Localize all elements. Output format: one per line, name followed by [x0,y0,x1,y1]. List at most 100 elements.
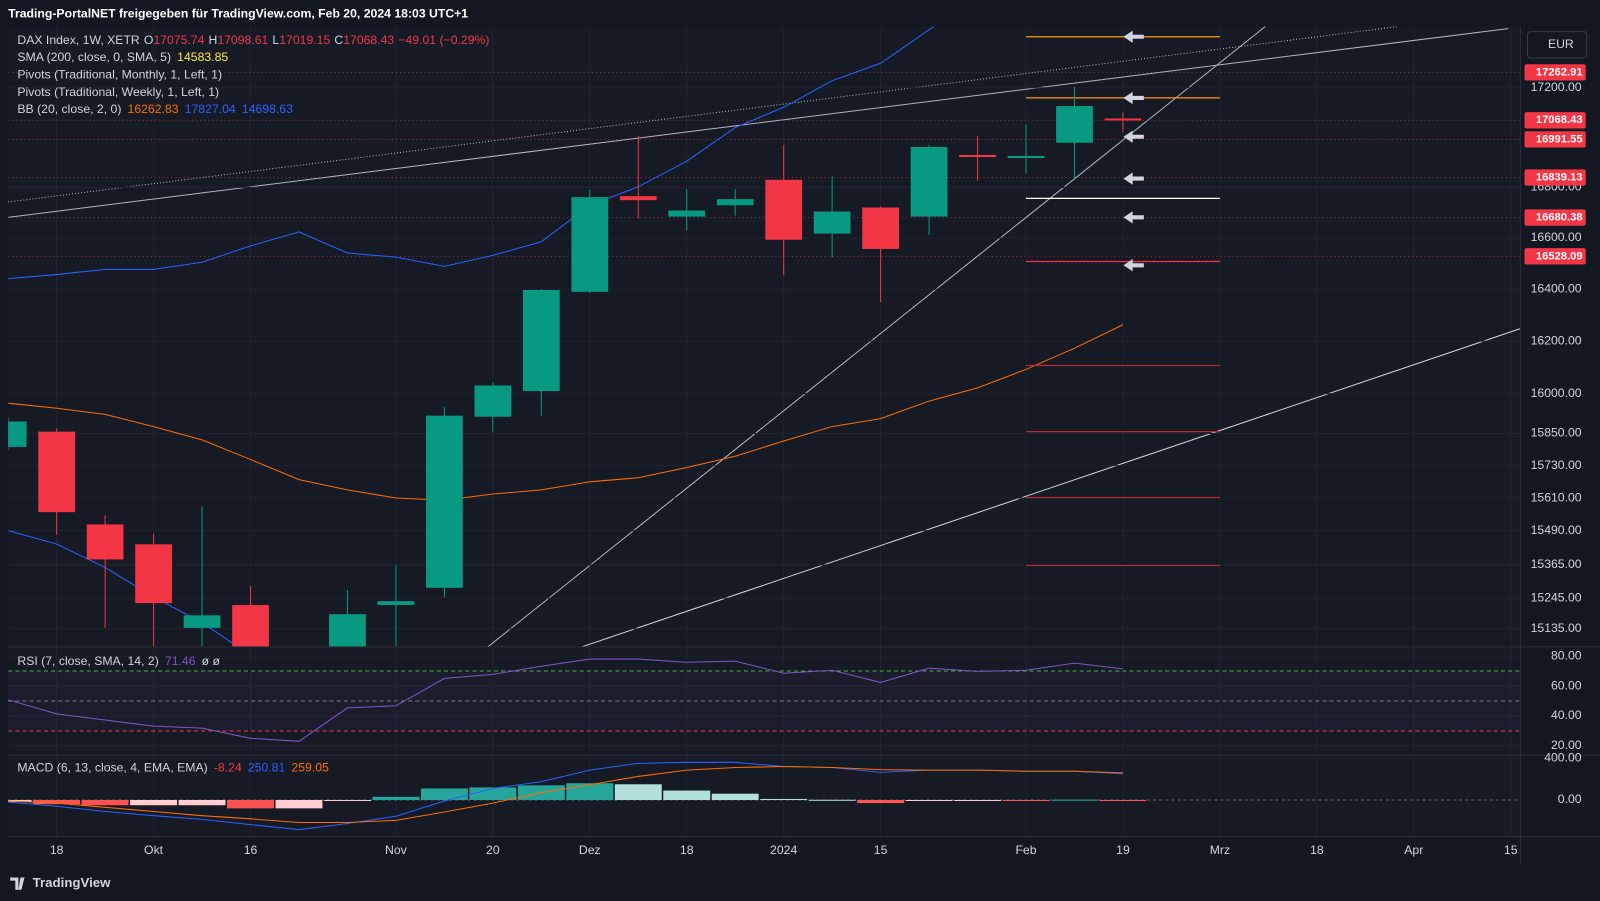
candle-body [571,197,609,292]
price-label-box [1524,64,1586,81]
y-tick-label: 16600.00 [1531,230,1582,244]
arrow [1123,259,1144,272]
indicator-legend: SMA (200, close, 0, SMA, 5) 14583.85 [17,50,228,64]
ohlc-letter: H [208,33,217,47]
y-tick-label: 0.00 [1558,792,1582,806]
x-tick-label: 20 [486,843,500,857]
histogram-bar [1051,799,1098,801]
histogram-bar [905,799,953,802]
price-label: 17068.43 [1536,114,1583,126]
price-label: 16528.09 [1536,250,1583,262]
histogram-bar [323,799,371,802]
candle-body [813,211,851,234]
y-tick-label: 80.00 [1551,648,1582,662]
x-tick-label: Okt [144,843,164,857]
indicator-value: 17827.04 [185,102,236,116]
macd-value: 259.05 [291,761,329,775]
histogram-bar [33,799,81,805]
main-pane [8,26,1521,647]
x-tick-label: 19 [1116,843,1130,857]
y-tick-label: 16200.00 [1531,333,1582,347]
rsi-value: 71.46 [165,654,196,668]
trend-line [581,328,1521,647]
histogram-bar [1002,799,1050,802]
header-title: Trading-PortalNET freigegeben für Tradin… [8,7,468,21]
candle-body [38,431,76,513]
histogram-bar [420,788,468,800]
candle-body [910,146,948,217]
candle-body [232,605,269,647]
y-tick-label: 40.00 [1551,708,1582,722]
candle-body [183,615,221,628]
rsi-line [8,658,1124,742]
ohlc-value: 17019.15 [279,33,330,47]
macd-value: -8.24 [214,761,242,775]
price-label-box [1524,131,1586,148]
arrow [1123,211,1144,224]
candle-body [862,207,899,249]
candle-body [522,290,560,392]
price-label-box [1524,112,1586,129]
macd-legend: MACD (6, 13, close, 4, EMA, EMA) -8.24 250… [17,761,329,775]
indicator-value: 14583.85 [177,50,228,64]
histogram-bar [1099,799,1147,802]
symbol: DAX Index, 1W, XETR [17,33,140,47]
candle-body [135,544,172,604]
legend: DAX Index, 1W, XETR O17075.74 H17098.61 L17… [17,33,489,47]
macd-value: 250.81 [248,761,286,775]
histogram-bar [227,799,274,809]
indicator-value: 14698.63 [242,102,293,116]
candle-body [765,179,803,240]
rsi-extra: ø ø [202,654,221,668]
candle-body [1104,118,1142,121]
bb-line [8,530,239,647]
x-tick-label: Dez [579,843,601,857]
indicator-label: Pivots (Traditional, Weekly, 1, Left, 1) [17,85,219,99]
y-tick-label: 17200.00 [1531,80,1582,94]
rsi-band-fill [8,671,1521,731]
indicator-legend: Pivots (Traditional, Weekly, 1, Left, 1) [17,85,219,99]
histogram-bar [178,799,226,806]
price-label: 16991.55 [1536,133,1583,145]
currency[interactable]: EUR [1548,37,1574,51]
arrow [1123,91,1144,105]
ohlc-letter: O [144,33,154,47]
price-label: 16680.38 [1536,212,1583,224]
candle-body [8,421,27,447]
ohlc-letter: L [272,33,279,47]
arrow [1123,172,1144,185]
y-tick-label: 15490.00 [1531,523,1582,537]
y-tick-label: 60.00 [1551,678,1582,692]
pivot-arrows [1123,30,1144,272]
histogram-bar [760,798,808,800]
arrow [1123,30,1144,43]
y-tick-label: 15850.00 [1531,426,1582,440]
trend-line [487,26,1266,647]
ohlc-value: 17068.43 [343,33,394,47]
macd-pane [8,757,1521,831]
ohlc-value: 17075.74 [153,33,204,47]
y-tick-label: 16400.00 [1531,281,1582,295]
trend-line [8,28,1509,218]
trend-line [8,26,1399,203]
bb-line [8,324,1124,501]
indicator-label: BB (20, close, 2, 0) [17,102,121,116]
x-tick-label: 18 [1310,843,1324,857]
histogram-bar [711,793,759,800]
price-label: 17262.91 [1536,66,1583,78]
bb-line [8,26,935,280]
y-tick-label: 16000.00 [1531,386,1582,400]
currency-box[interactable] [1527,31,1588,59]
candle-body [668,210,706,217]
x-tick-label: 16 [244,843,258,857]
change: −49.01 (−0.29%) [398,33,489,47]
logo [10,877,25,890]
histogram-bar [130,799,178,806]
histogram-bar [857,799,905,804]
price-label-box [1524,209,1586,226]
histogram-bar [81,799,129,806]
candle-body [426,415,463,588]
y-tick-label: 15245.00 [1531,590,1582,604]
signal-line [8,765,1123,823]
